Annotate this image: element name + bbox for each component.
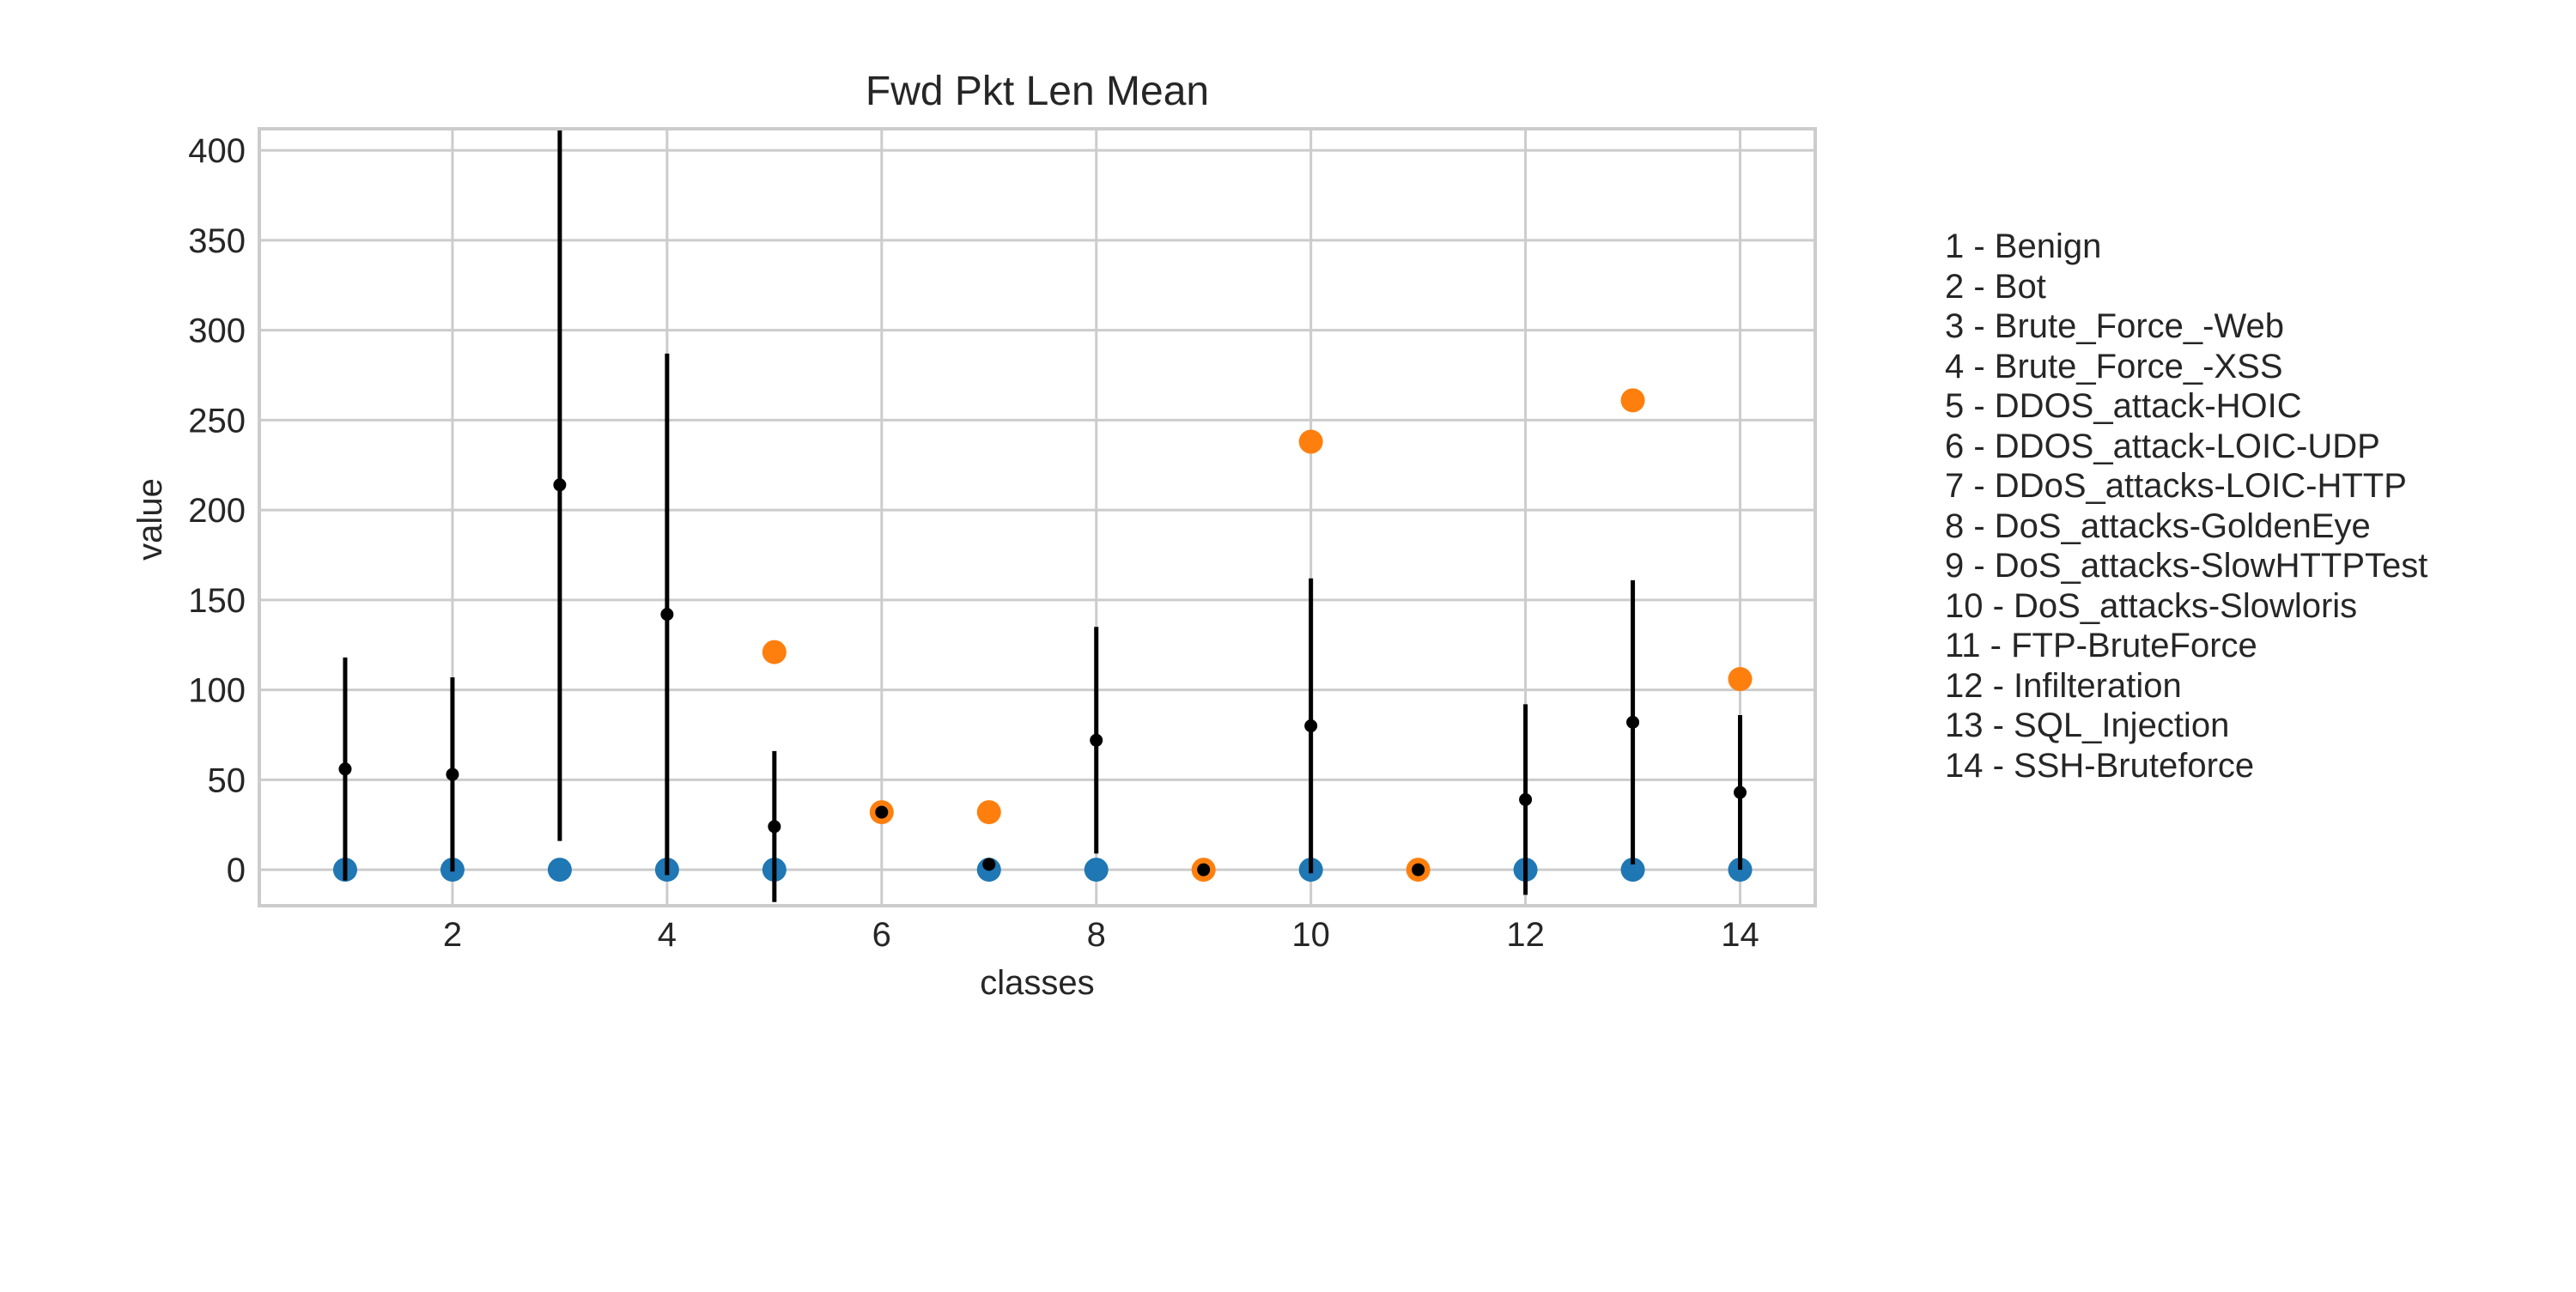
x-tick-label: 4 (658, 916, 677, 954)
y-tick-label: 350 (188, 222, 246, 260)
x-tick-label: 10 (1291, 916, 1330, 954)
y-tick-label: 250 (188, 402, 246, 440)
legend-item: 1 - Benign (1945, 227, 2101, 265)
y-tick-label: 400 (188, 132, 246, 170)
orange-point (976, 800, 1001, 825)
mean-point (875, 805, 889, 819)
y-tick-label: 300 (188, 312, 246, 350)
chart-title: Fwd Pkt Len Mean (866, 69, 1209, 114)
legend-item: 11 - FTP-BruteForce (1945, 627, 2257, 664)
data-marks (332, 129, 1753, 902)
legend-item: 3 - Brute_Force_-Web (1945, 307, 2284, 345)
blue-point (547, 858, 572, 883)
mean-point (553, 478, 567, 492)
mean-point (660, 608, 674, 622)
blue-point (1084, 858, 1109, 883)
mean-point (1304, 719, 1318, 733)
legend-item: 8 - DoS_attacks-GoldenEye (1945, 507, 2371, 545)
orange-point (1728, 667, 1753, 692)
legend-item: 10 - DoS_attacks-Slowloris (1945, 587, 2357, 625)
y-tick-label: 150 (188, 582, 246, 620)
grid (259, 129, 1815, 906)
x-tick-label: 8 (1087, 916, 1106, 954)
y-tick-label: 200 (188, 492, 246, 530)
y-tick-label: 0 (227, 852, 246, 889)
orange-point (762, 640, 787, 664)
plot-frame (258, 127, 1817, 907)
x-tick-label: 2 (443, 916, 462, 954)
blue-point (1620, 858, 1645, 883)
legend-item: 5 - DDOS_attack-HOIC (1945, 387, 2302, 425)
mean-point (768, 820, 781, 834)
mean-point (1734, 786, 1747, 799)
legend-item: 14 - SSH-Bruteforce (1945, 747, 2254, 785)
mean-point (1412, 863, 1425, 876)
legend-item: 4 - Brute_Force_-XSS (1945, 348, 2283, 385)
legend-item: 2 - Bot (1945, 268, 2046, 306)
mean-point (1197, 863, 1211, 876)
mean-point (1519, 792, 1533, 806)
y-tick-label: 100 (188, 672, 246, 710)
legend-item: 9 - DoS_attacks-SlowHTTPTest (1945, 547, 2427, 585)
mean-point (446, 767, 459, 781)
orange-point (1298, 429, 1323, 454)
x-tick-label: 14 (1721, 916, 1759, 954)
mean-point (1090, 733, 1103, 747)
y-axis-label: value (131, 478, 169, 561)
legend-item: 13 - SQL_Injection (1945, 707, 2229, 744)
legend: 1 - Benign 2 - Bot 3 - Brute_Force_-Web … (1945, 227, 2427, 785)
x-tick-label: 12 (1506, 916, 1545, 954)
legend-item: 6 - DDOS_attack-LOIC-UDP (1945, 428, 2380, 465)
x-axis-label: classes (980, 964, 1094, 1002)
orange-point (1620, 388, 1645, 413)
y-tick-label: 50 (208, 761, 246, 799)
legend-item: 7 - DDoS_attacks-LOIC-HTTP (1945, 467, 2407, 505)
legend-item: 12 - Infilteration (1945, 667, 2182, 705)
mean-point (1626, 715, 1640, 729)
mean-point (982, 858, 996, 871)
mean-point (338, 762, 352, 776)
tick-labels: 2 4 6 8 10 12 14 0 50 100 150 200 250 300 350 400 (188, 132, 1759, 954)
x-tick-label: 6 (872, 916, 891, 954)
